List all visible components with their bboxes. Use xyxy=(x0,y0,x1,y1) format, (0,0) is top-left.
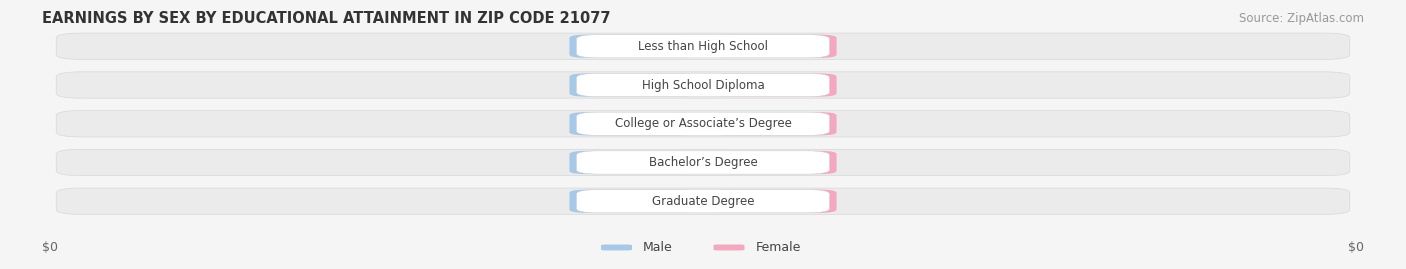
Text: $0: $0 xyxy=(626,196,640,206)
FancyBboxPatch shape xyxy=(710,35,837,58)
FancyBboxPatch shape xyxy=(569,35,696,58)
FancyBboxPatch shape xyxy=(56,188,1350,214)
Text: $0: $0 xyxy=(626,80,640,90)
FancyBboxPatch shape xyxy=(569,190,696,213)
Text: $0: $0 xyxy=(766,41,780,51)
FancyBboxPatch shape xyxy=(56,111,1350,137)
FancyBboxPatch shape xyxy=(576,190,830,213)
Text: Male: Male xyxy=(644,241,673,254)
FancyBboxPatch shape xyxy=(576,151,830,174)
Text: $0: $0 xyxy=(1348,241,1364,254)
FancyBboxPatch shape xyxy=(56,33,1350,59)
FancyBboxPatch shape xyxy=(56,72,1350,98)
FancyBboxPatch shape xyxy=(569,151,696,174)
Text: $0: $0 xyxy=(42,241,58,254)
FancyBboxPatch shape xyxy=(714,245,745,250)
FancyBboxPatch shape xyxy=(569,112,696,135)
Text: Female: Female xyxy=(756,241,801,254)
Text: $0: $0 xyxy=(766,119,780,129)
FancyBboxPatch shape xyxy=(576,112,830,135)
Text: $0: $0 xyxy=(766,80,780,90)
Text: $0: $0 xyxy=(766,157,780,168)
Text: Less than High School: Less than High School xyxy=(638,40,768,53)
FancyBboxPatch shape xyxy=(576,73,830,97)
Text: High School Diploma: High School Diploma xyxy=(641,79,765,91)
FancyBboxPatch shape xyxy=(56,149,1350,176)
Text: $0: $0 xyxy=(626,119,640,129)
Text: Graduate Degree: Graduate Degree xyxy=(652,195,754,208)
Text: $0: $0 xyxy=(766,196,780,206)
Text: $0: $0 xyxy=(626,41,640,51)
Text: $0: $0 xyxy=(626,157,640,168)
FancyBboxPatch shape xyxy=(710,190,837,213)
FancyBboxPatch shape xyxy=(569,73,696,97)
FancyBboxPatch shape xyxy=(576,35,830,58)
Text: College or Associate’s Degree: College or Associate’s Degree xyxy=(614,117,792,130)
FancyBboxPatch shape xyxy=(602,245,633,250)
Text: EARNINGS BY SEX BY EDUCATIONAL ATTAINMENT IN ZIP CODE 21077: EARNINGS BY SEX BY EDUCATIONAL ATTAINMEN… xyxy=(42,11,610,26)
FancyBboxPatch shape xyxy=(710,73,837,97)
Text: Bachelor’s Degree: Bachelor’s Degree xyxy=(648,156,758,169)
Text: Source: ZipAtlas.com: Source: ZipAtlas.com xyxy=(1239,12,1364,25)
FancyBboxPatch shape xyxy=(710,151,837,174)
FancyBboxPatch shape xyxy=(710,112,837,135)
